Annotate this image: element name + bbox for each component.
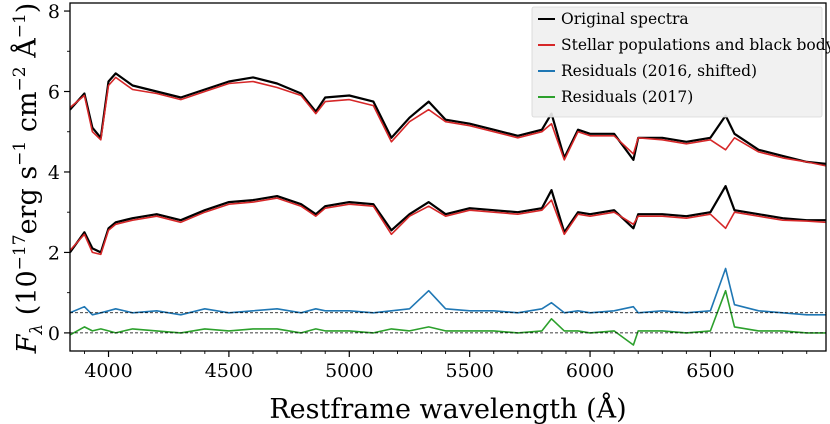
plot-frame <box>69 2 827 352</box>
y-tick-label: 6 <box>48 82 60 104</box>
x-tick-label: 6500 <box>686 360 734 382</box>
y-axis-ticks: 0 2 4 6 8 <box>48 1 70 345</box>
x-axis-ticks: 4000 4500 5000 5500 6000 6500 <box>83 351 808 382</box>
legend-label-4: Residuals (2017) <box>561 88 693 106</box>
y-tick-label: 4 <box>48 162 60 184</box>
y-tick-label: 0 <box>48 323 60 345</box>
y-axis-label: Fλ (10−17erg s−1 cm−2 Å−1) <box>10 3 47 355</box>
x-axis-label: Restframe wavelength (Å) <box>269 392 626 424</box>
series-line-4 <box>70 197 826 256</box>
x-tick-label: 5000 <box>325 360 373 382</box>
reference-lines <box>70 312 826 334</box>
y-tick-label: 2 <box>48 242 60 264</box>
series-line-2 <box>70 76 826 167</box>
legend-label-2: Stellar populations and black body <box>561 36 830 54</box>
legend: Original spectra Stellar populations and … <box>531 6 830 118</box>
legend-box <box>531 6 823 118</box>
legend-label-1: Original spectra <box>561 10 689 28</box>
x-tick-label: 4500 <box>205 360 253 382</box>
series-line-5 <box>70 267 826 316</box>
legend-label-3: Residuals (2016, shifted) <box>561 62 757 80</box>
x-tick-label: 4000 <box>84 360 132 382</box>
x-tick-label: 6000 <box>566 360 614 382</box>
x-tick-label: 5500 <box>445 360 493 382</box>
series-line-6 <box>70 289 826 346</box>
y-tick-label: 8 <box>48 1 60 23</box>
series-line-3 <box>70 185 826 254</box>
series-line-1 <box>70 72 826 165</box>
